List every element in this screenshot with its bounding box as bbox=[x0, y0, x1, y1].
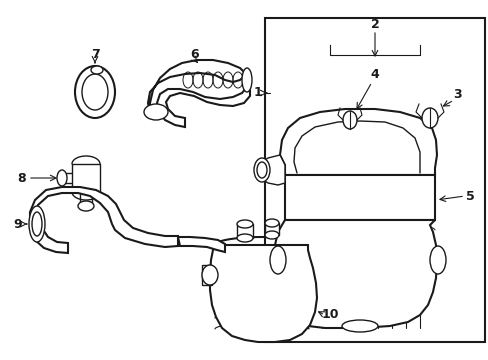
Ellipse shape bbox=[342, 111, 356, 129]
Text: 8: 8 bbox=[18, 171, 26, 184]
Text: 7: 7 bbox=[90, 49, 99, 62]
Ellipse shape bbox=[29, 206, 45, 242]
Ellipse shape bbox=[78, 201, 94, 211]
Ellipse shape bbox=[202, 265, 218, 285]
Bar bbox=[264, 223, 279, 235]
Ellipse shape bbox=[242, 68, 251, 92]
Ellipse shape bbox=[264, 219, 279, 227]
Text: 10: 10 bbox=[321, 309, 338, 321]
Ellipse shape bbox=[421, 108, 437, 128]
Bar bbox=[237, 224, 252, 238]
Text: 3: 3 bbox=[453, 89, 461, 102]
Text: 6: 6 bbox=[190, 49, 199, 62]
Text: 1: 1 bbox=[253, 86, 262, 99]
Ellipse shape bbox=[143, 104, 168, 120]
Ellipse shape bbox=[237, 234, 252, 242]
Ellipse shape bbox=[429, 246, 445, 274]
Ellipse shape bbox=[341, 320, 377, 332]
Ellipse shape bbox=[253, 158, 269, 182]
Ellipse shape bbox=[91, 66, 103, 74]
Bar bbox=[72, 164, 100, 192]
Bar bbox=[264, 18, 484, 342]
Polygon shape bbox=[178, 237, 224, 252]
Ellipse shape bbox=[264, 231, 279, 239]
Text: 9: 9 bbox=[14, 217, 22, 230]
Polygon shape bbox=[273, 220, 436, 328]
Bar bbox=[285, 175, 434, 220]
Polygon shape bbox=[280, 109, 436, 175]
Ellipse shape bbox=[57, 170, 67, 186]
Polygon shape bbox=[148, 60, 249, 127]
Ellipse shape bbox=[269, 246, 285, 274]
Ellipse shape bbox=[237, 220, 252, 228]
Polygon shape bbox=[209, 245, 316, 342]
Bar bbox=[202, 265, 212, 285]
Polygon shape bbox=[257, 155, 285, 185]
Text: 4: 4 bbox=[370, 68, 379, 81]
Text: 5: 5 bbox=[465, 189, 473, 202]
Ellipse shape bbox=[82, 74, 108, 110]
Text: 2: 2 bbox=[370, 18, 379, 31]
Polygon shape bbox=[30, 187, 178, 253]
Ellipse shape bbox=[75, 66, 115, 118]
